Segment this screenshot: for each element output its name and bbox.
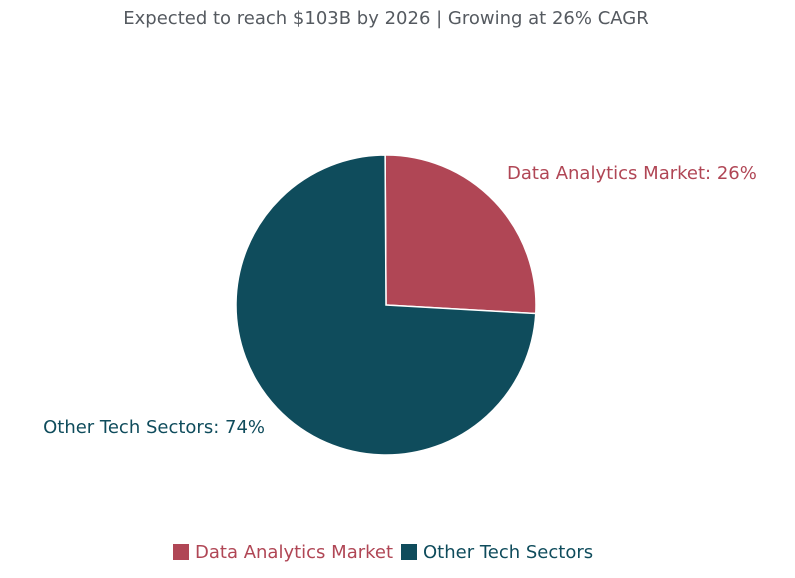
pie-slice-data-analytics-market[interactable] bbox=[384, 154, 537, 315]
slice-label-other-tech: Other Tech Sectors: 74% bbox=[43, 417, 265, 438]
legend: Data Analytics Market Other Tech Sectors bbox=[173, 542, 593, 563]
pie-slice-other-tech-sectors[interactable] bbox=[235, 154, 537, 456]
pie-slices bbox=[235, 154, 537, 456]
slice-label-data-analytics: Data Analytics Market: 26% bbox=[507, 163, 757, 184]
legend-swatch-data-analytics bbox=[173, 544, 189, 560]
chart-subtitle: Expected to reach $103B by 2026 | Growin… bbox=[123, 8, 648, 29]
legend-label-data-analytics[interactable]: Data Analytics Market bbox=[195, 542, 393, 563]
legend-swatch-other-tech bbox=[401, 544, 417, 560]
legend-label-other-tech[interactable]: Other Tech Sectors bbox=[423, 542, 593, 563]
